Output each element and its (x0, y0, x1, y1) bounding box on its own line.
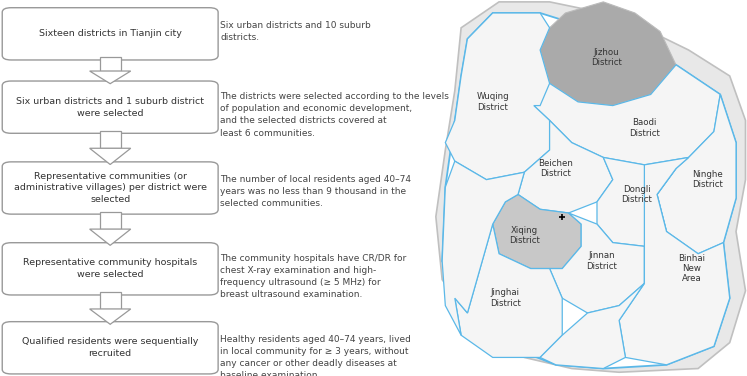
Text: Jinnan
District: Jinnan District (586, 252, 617, 271)
Bar (100, 211, 121, 229)
Polygon shape (518, 120, 613, 213)
Text: Dongli
District: Dongli District (621, 185, 652, 204)
Polygon shape (455, 224, 562, 358)
Text: Wuqing
District: Wuqing District (477, 92, 509, 112)
Text: Baodi
District: Baodi District (629, 118, 660, 138)
Polygon shape (597, 158, 676, 246)
Text: Six urban districts and 10 suburb
districts.: Six urban districts and 10 suburb distri… (220, 21, 371, 42)
FancyBboxPatch shape (2, 8, 218, 60)
Polygon shape (90, 71, 131, 84)
Polygon shape (619, 158, 730, 365)
Text: Representative community hospitals
were selected: Representative community hospitals were … (23, 258, 197, 279)
Text: Six urban districts and 1 suburb district
were selected: Six urban districts and 1 suburb distric… (16, 97, 204, 118)
Text: The number of local residents aged 40–74
years was no less than 9 thousand in th: The number of local residents aged 40–74… (220, 175, 412, 208)
Text: Representative communities (or
administrative villages) per district were
select: Representative communities (or administr… (13, 172, 207, 204)
Text: Sixteen districts in Tianjin city: Sixteen districts in Tianjin city (39, 29, 182, 38)
FancyBboxPatch shape (2, 81, 218, 133)
FancyBboxPatch shape (2, 321, 218, 374)
Polygon shape (534, 65, 720, 165)
Polygon shape (550, 213, 645, 313)
Polygon shape (90, 309, 131, 324)
Polygon shape (445, 13, 550, 180)
FancyBboxPatch shape (2, 243, 218, 295)
Polygon shape (442, 161, 524, 335)
Text: Jinghai
District: Jinghai District (490, 288, 521, 308)
Text: Healthy residents aged 40–74 years, lived
in local community for ≥ 3 years, with: Healthy residents aged 40–74 years, live… (220, 335, 412, 376)
Polygon shape (90, 148, 131, 165)
Text: Beichen
District: Beichen District (539, 159, 574, 178)
Polygon shape (540, 284, 645, 368)
Bar (100, 57, 121, 71)
Text: Jizhou
District: Jizhou District (591, 48, 622, 67)
Text: The community hospitals have CR/DR for
chest X-ray examination and high-
frequen: The community hospitals have CR/DR for c… (220, 254, 406, 299)
Text: Binhai
New
Area: Binhai New Area (678, 254, 705, 284)
Polygon shape (540, 2, 676, 106)
Text: Ninghe
District: Ninghe District (692, 170, 723, 190)
Polygon shape (90, 229, 131, 246)
Bar (100, 293, 121, 309)
FancyBboxPatch shape (2, 162, 218, 214)
Polygon shape (436, 2, 746, 372)
Bar (100, 131, 121, 148)
Text: Xiqing
District: Xiqing District (509, 226, 540, 245)
Polygon shape (493, 194, 581, 268)
Text: Qualified residents were sequentially
recruited: Qualified residents were sequentially re… (22, 337, 199, 358)
Text: The districts were selected according to the levels
of population and economic d: The districts were selected according to… (220, 92, 449, 138)
Polygon shape (442, 13, 736, 368)
Polygon shape (657, 94, 736, 254)
